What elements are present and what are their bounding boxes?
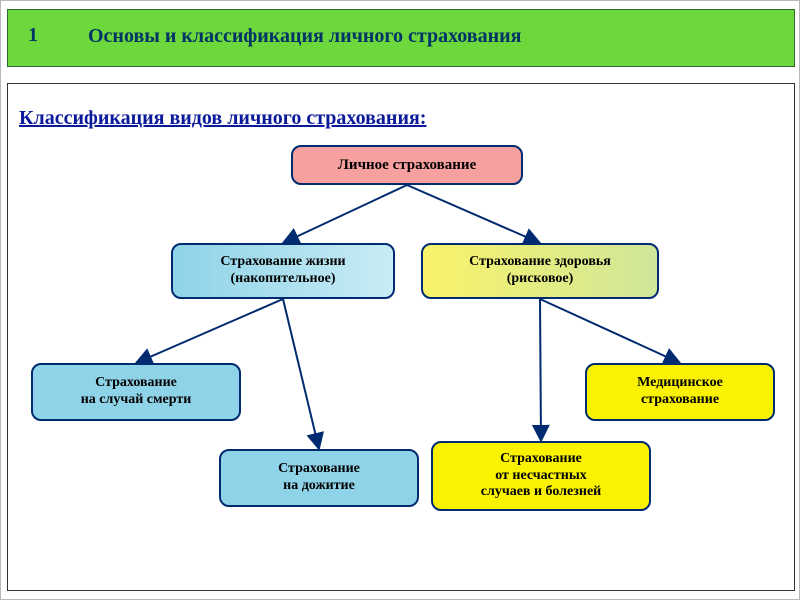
node-survive: Страхованиена дожитие	[219, 449, 419, 507]
node-health: Страхование здоровья(рисковое)	[421, 243, 659, 299]
node-root: Личное страхование	[291, 145, 523, 185]
header-bar: 1 Основы и классификация личного страхов…	[7, 9, 795, 67]
node-life: Страхование жизни(накопительное)	[171, 243, 395, 299]
diagram-stage: 1 Основы и классификация личного страхов…	[0, 0, 800, 600]
node-medical: Медицинскоестрахование	[585, 363, 775, 421]
header-title: Основы и классификация личного страхован…	[88, 24, 628, 49]
header-number: 1	[28, 24, 38, 47]
subtitle: Классификация видов личного страхования:	[19, 107, 426, 130]
node-accident: Страхованиеот несчастныхслучаев и болезн…	[431, 441, 651, 511]
node-death: Страхованиена случай смерти	[31, 363, 241, 421]
